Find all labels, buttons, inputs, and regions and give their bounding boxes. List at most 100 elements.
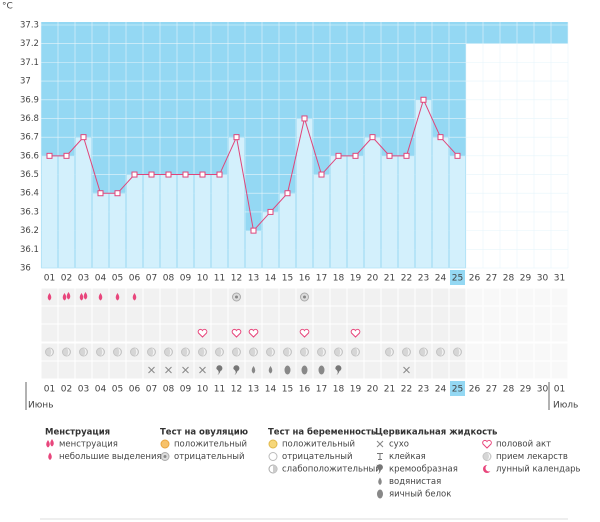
icon [273,465,277,473]
cell [313,306,330,324]
icon [160,439,170,449]
icon [354,348,359,356]
cell [262,288,279,306]
day-label: 23 [418,385,429,395]
cell [194,288,211,306]
day-label: 28 [503,385,515,395]
cell [279,306,296,324]
cell [551,343,568,361]
legend-label: водянистая [389,477,441,487]
cell [551,361,568,379]
bar [109,192,126,269]
legend-label: небольшие выделения [59,452,162,462]
point [267,208,274,215]
icon [422,348,427,356]
icon [163,455,167,458]
icon [284,365,291,375]
icon [132,293,137,301]
day-label: 08 [163,385,175,395]
day-label: 09 [180,385,192,395]
y-tick-label: 37.3 [20,21,39,31]
cell [143,306,160,324]
icon [46,440,50,448]
cell [500,306,517,324]
icon [301,365,308,375]
cell [483,343,500,361]
cell [466,288,483,306]
cell [211,306,228,324]
cell [160,288,177,306]
cell [551,324,568,342]
icon [197,328,208,338]
y-tick-label: 36.6 [20,151,39,161]
day-label: 08 [163,274,175,284]
cell [160,324,177,342]
day-label: 22 [401,385,412,395]
cell [126,361,143,379]
y-tick-label: 36.2 [20,226,39,236]
icon [82,348,87,356]
legend-label: слабоположительный [282,465,381,475]
day-label: 07 [146,274,157,284]
cell [126,324,143,342]
day-label: 27 [486,274,497,284]
y-tick-label: 36.8 [20,114,39,124]
icon [98,293,103,301]
legend-label: положительный [174,440,247,450]
cell [75,361,92,379]
icon [48,452,52,460]
highlight [450,381,465,396]
cell [432,306,449,324]
day-label: 22 [401,274,412,284]
point [80,134,87,141]
unit-label: °C [2,2,13,12]
bar [194,174,211,269]
day-label: 16 [299,274,311,284]
day-label: 12 [231,274,242,284]
day-label: 25 [452,274,463,284]
cell [194,306,211,324]
point [216,171,223,178]
bar [92,192,109,269]
day-label: 05 [112,274,123,284]
cell [75,306,92,324]
icon [456,348,461,356]
cell [551,288,568,306]
cell [126,306,143,324]
icon [439,348,444,356]
point [437,134,444,141]
y-tick-label: 36.4 [20,189,39,199]
cell [466,343,483,361]
day-label: 17 [316,274,327,284]
cell [41,361,58,379]
highlight [450,270,465,285]
point [114,190,121,197]
y-tick-label: 36.5 [20,170,39,180]
cell [279,288,296,306]
cell [364,288,381,306]
day-label: 18 [333,274,345,284]
icon [150,348,155,356]
day-label: 31 [554,274,565,284]
bar [262,211,279,269]
cell [517,324,534,342]
cell [483,306,500,324]
cell [313,288,330,306]
day-label: 12 [231,385,242,395]
cell [364,343,381,361]
icon [182,366,189,374]
icon [482,439,492,449]
cell [296,306,313,324]
icon [268,439,278,449]
point [301,115,308,122]
day-label: 23 [418,274,429,284]
day-label: 02 [61,385,72,395]
day-label: 18 [333,385,345,395]
cell [75,324,92,342]
cell [143,324,160,342]
icon [184,348,189,356]
point [46,152,53,159]
cell [364,306,381,324]
icon [268,452,278,461]
